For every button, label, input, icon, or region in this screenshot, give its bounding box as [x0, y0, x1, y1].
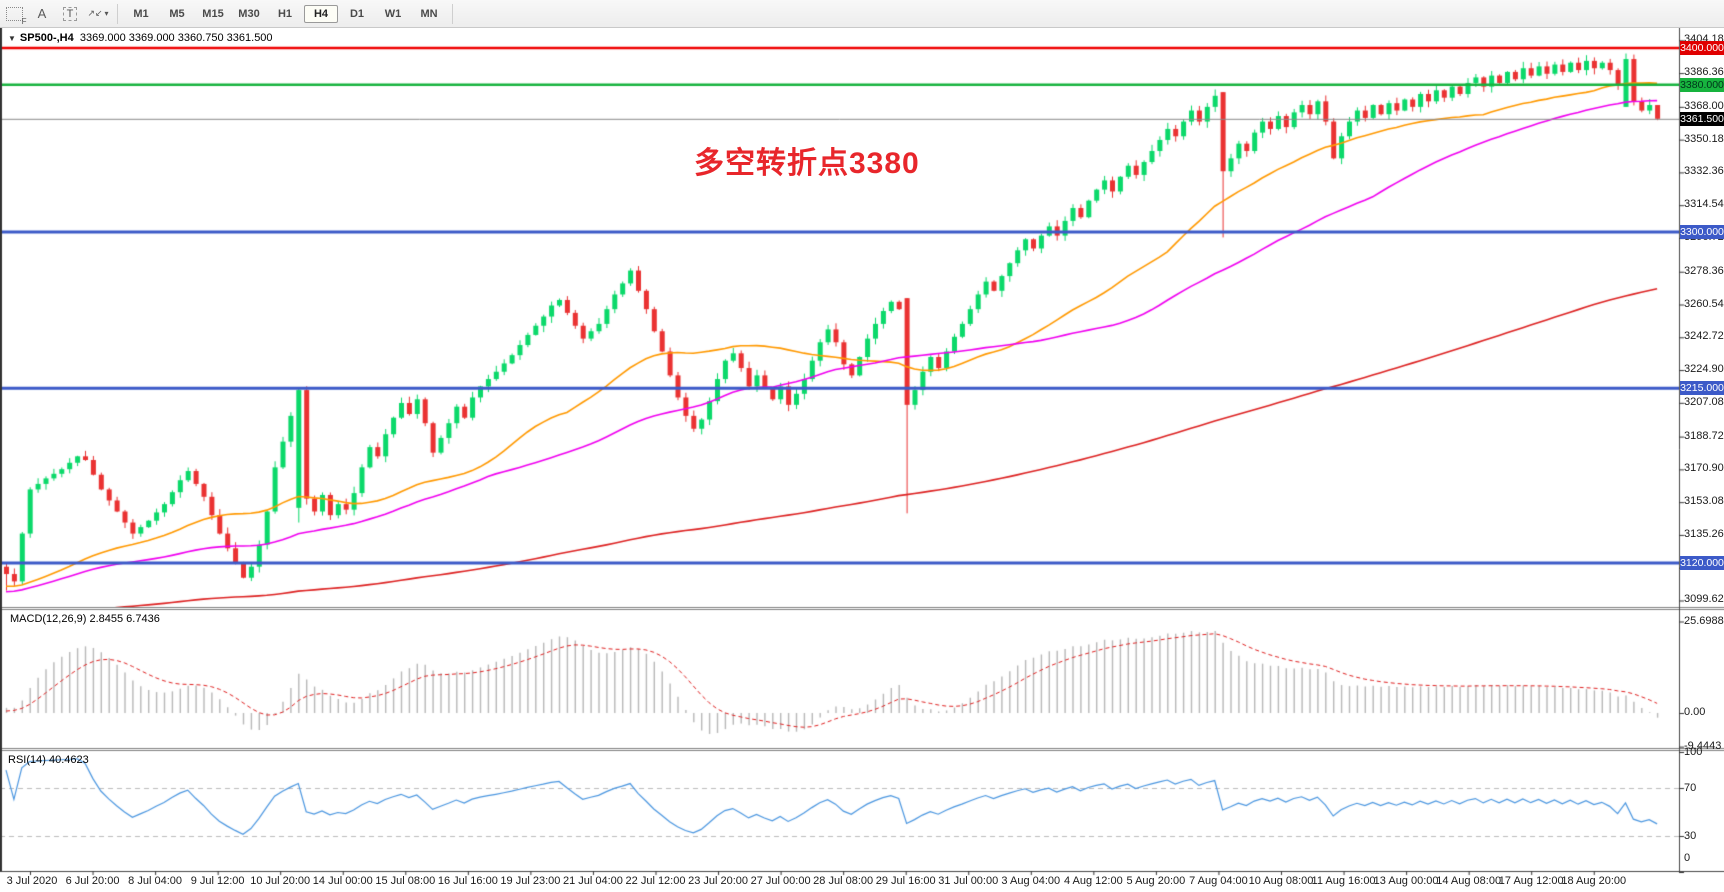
price-level-badge: 3120.000: [1680, 556, 1724, 570]
date-tick-label: 28 Jul 08:00: [813, 875, 874, 887]
rsi-tick-label: 100: [1684, 746, 1703, 758]
timeframe-toolbar: M1 M5 M15 M30 H1 H4 D1 W1 MN: [123, 4, 447, 23]
price-tick-label: 3260.540: [1684, 297, 1724, 310]
date-tick-label: 10 Aug 08:00: [1248, 875, 1314, 887]
date-tick-label: 4 Aug 12:00: [1063, 875, 1123, 887]
date-tick-label: 7 Aug 04:00: [1189, 875, 1248, 887]
price-tick-label: 3350.180: [1684, 132, 1724, 145]
tab-timeframe-MN[interactable]: MN: [420, 7, 438, 20]
dotted-grid-icon[interactable]: [1, 3, 27, 26]
tab-timeframe-M1[interactable]: M1: [133, 7, 149, 20]
date-tick-label: 6 Jul 20:00: [65, 875, 120, 887]
date-tick-label: 29 Jul 16:00: [875, 875, 936, 887]
price-level-badge: 3300.000: [1680, 224, 1724, 239]
price-level-badge: 3215.000: [1680, 381, 1724, 396]
date-tick-label: 16 Jul 16:00: [437, 875, 498, 887]
price-level-badge: 3380.000: [1680, 77, 1724, 92]
price-tick-label: 3368.000: [1684, 99, 1724, 112]
symbol-label: SP500-,H4: [19, 32, 74, 44]
date-tick-label: 10 Jul 20:00: [250, 875, 311, 887]
date-tick-label: 31 Jul 00:00: [938, 875, 999, 887]
macd-tick-label: -9.4443: [1684, 739, 1722, 752]
date-tick-label: 8 Jul 04:00: [128, 875, 183, 887]
date-tick-label: 21 Jul 04:00: [562, 875, 623, 887]
text-object-icon[interactable]: T: [57, 3, 83, 25]
chevron-down-icon: ▾: [104, 9, 109, 18]
tab-timeframe-M15[interactable]: M15: [202, 7, 224, 20]
date-tick-label: 23 Jul 20:00: [688, 875, 749, 887]
rsi-tick-label: 0: [1684, 852, 1691, 864]
collapse-caret-icon[interactable]: ▼: [8, 34, 16, 43]
toolbar: A T ↗↙▾ M1 M5 M15 M30 H1 H4 D1 W1 MN: [0, 0, 1724, 28]
price-tick-label: 3224.900: [1684, 363, 1724, 376]
price-level-badge: 3400.000: [1680, 41, 1724, 55]
chart-annotation-text[interactable]: 多空转折点3380: [694, 147, 920, 180]
date-tick-label: 5 Aug 20:00: [1126, 875, 1186, 887]
macd-tick-label: 0.00: [1684, 706, 1706, 718]
chart-canvas[interactable]: [0, 28, 1724, 892]
chart-header: ▼ SP500-,H4 3369.000 3369.000 3360.750 33…: [8, 32, 273, 44]
price-level-badge: 3361.500: [1680, 111, 1724, 126]
price-tick-label: 3332.360: [1684, 165, 1724, 178]
tab-timeframe-M30[interactable]: M30: [238, 7, 260, 20]
font-a-icon[interactable]: A: [37, 6, 47, 21]
date-tick-label: 18 Aug 20:00: [1561, 875, 1627, 887]
price-tick-label: 3314.540: [1684, 198, 1724, 211]
ohlc-values: 3369.000 3369.000 3360.750 3361.500: [79, 32, 273, 44]
macd-tick-label: 25.6988: [1684, 614, 1724, 627]
date-tick-label: 3 Aug 04:00: [1001, 875, 1061, 887]
price-tick-label: 3207.080: [1684, 395, 1724, 408]
date-tick-label: 13 Aug 00:00: [1373, 875, 1439, 887]
tab-timeframe-D1[interactable]: D1: [349, 7, 365, 20]
toolbar-divider: [117, 3, 118, 24]
cursor-arrows-icon[interactable]: ↗↙ ▾: [87, 8, 109, 18]
rsi-tick-label: 70: [1684, 782, 1697, 794]
price-tick-label: 3099.620: [1684, 593, 1724, 606]
date-tick-label: 9 Jul 12:00: [190, 875, 245, 887]
date-tick-label: 14 Aug 08:00: [1436, 875, 1502, 887]
macd-label: MACD(12,26,9) 2.8455 6.7436: [10, 613, 160, 625]
price-tick-label: 3278.360: [1684, 264, 1724, 277]
rsi-tick-label: 30: [1684, 830, 1697, 842]
date-tick-label: 3 Jul 2020: [6, 875, 58, 887]
tab-timeframe-H4[interactable]: H4: [304, 4, 338, 23]
tab-timeframe-H1[interactable]: H1: [277, 7, 293, 20]
date-tick-label: 22 Jul 12:00: [625, 875, 686, 887]
price-tick-label: 3153.080: [1684, 495, 1724, 508]
price-tick-label: 3135.260: [1684, 527, 1724, 540]
price-tick-label: 3188.720: [1684, 429, 1724, 442]
price-tick-label: 3242.720: [1684, 330, 1724, 343]
date-tick-label: 19 Jul 23:00: [500, 875, 561, 887]
date-tick-label: 17 Aug 12:00: [1498, 875, 1564, 887]
price-tick-label: 3170.900: [1684, 462, 1724, 475]
date-tick-label: 11 Aug 16:00: [1311, 875, 1376, 887]
tab-timeframe-M5[interactable]: M5: [169, 7, 185, 20]
date-tick-label: 27 Jul 00:00: [750, 875, 811, 887]
date-tick-label: 14 Jul 00:00: [312, 875, 373, 887]
tab-timeframe-W1[interactable]: W1: [384, 7, 402, 20]
date-tick-label: 15 Jul 08:00: [375, 875, 436, 887]
price-tick-label: 3386.360: [1684, 66, 1724, 79]
rsi-label: RSI(14) 40.4623: [8, 754, 89, 766]
toolbar-divider: [452, 3, 453, 24]
